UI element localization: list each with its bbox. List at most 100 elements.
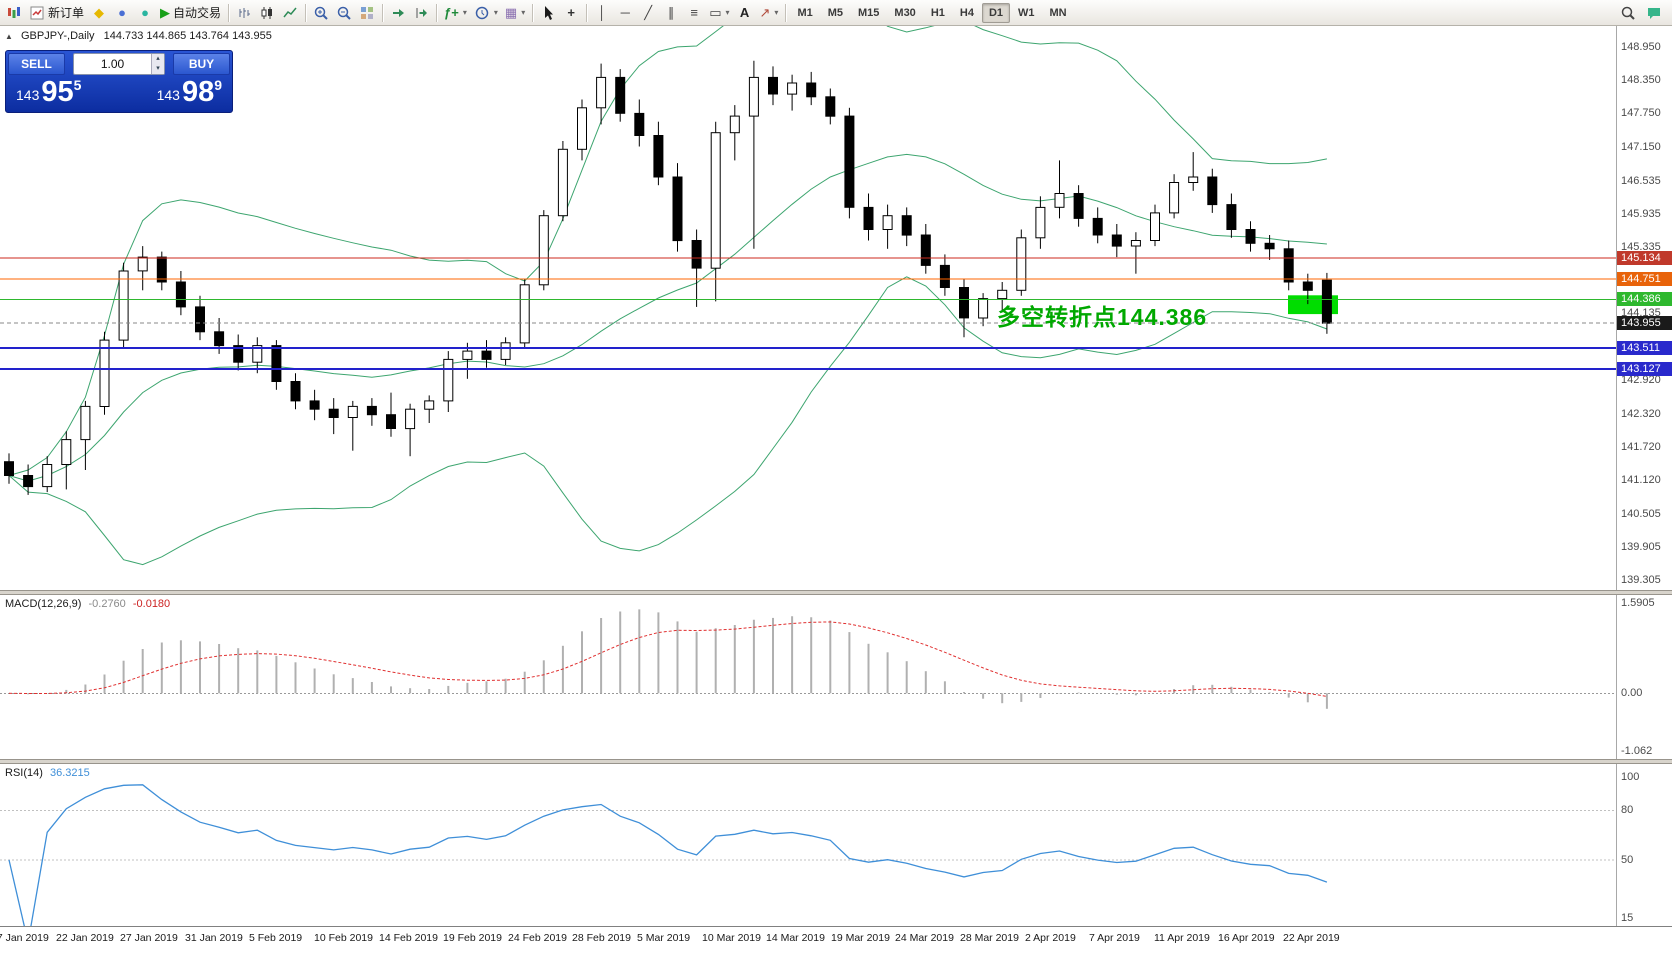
metaeditor-icon: ◆ (94, 5, 105, 20)
channel-button[interactable]: ∥ (660, 2, 682, 24)
arrows-button[interactable]: ↗ ▾ (757, 2, 782, 24)
autotrading-button[interactable]: ▶ 自动交易 (157, 2, 224, 24)
new-order-button[interactable]: 新订单 (26, 2, 87, 24)
price-tick: 147.750 (1621, 107, 1661, 119)
rsi-tick: 15 (1621, 912, 1634, 924)
volume-field[interactable]: 1.00 ▴ ▾ (73, 53, 165, 75)
time-axis[interactable]: 17 Jan 2019 22 Jan 2019 27 Jan 2019 31 Jan … (0, 926, 1672, 953)
cursor-button[interactable] (537, 2, 559, 24)
new-order-icon (29, 5, 45, 21)
buy-price[interactable]: 143 98 9 (157, 77, 222, 107)
toolbar-separator (382, 3, 384, 22)
templates-button[interactable]: ▦ ▾ (502, 2, 528, 24)
macd-axis[interactable]: 1.5905 0.00 -1.062 (1616, 595, 1672, 759)
autotrading-icon: ▶ (160, 5, 171, 20)
indicators-icon: ƒ+ (444, 5, 459, 20)
metaeditor-button[interactable]: ◆ (88, 2, 110, 24)
market-icon: ● (141, 5, 149, 20)
new-chart-button[interactable] (3, 2, 25, 24)
auto-scroll-button[interactable] (387, 2, 409, 24)
price-tag: 143.127 (1617, 362, 1672, 376)
date-label: 28 Feb 2019 (572, 932, 631, 944)
price-tick: 141.120 (1621, 474, 1661, 486)
panel-divider[interactable] (0, 590, 1672, 595)
timeframe-d1-button[interactable]: D1 (981, 2, 1010, 23)
timeframe-m1-button[interactable]: M1 (797, 6, 813, 19)
vertical-line-button[interactable]: │ (591, 2, 613, 24)
templates-icon: ▦ (504, 5, 518, 20)
timeframe-m5-button[interactable]: M5 (827, 6, 843, 19)
zoom-out-button[interactable] (333, 2, 355, 24)
chevron-down-icon: ▾ (774, 8, 779, 17)
community-icon: ● (118, 5, 126, 20)
sell-price-big: 95 (41, 76, 74, 108)
macd-canvas[interactable] (0, 595, 1616, 759)
candlestick-chart-icon (259, 5, 275, 21)
chevron-down-icon: ▾ (493, 8, 498, 17)
line-chart-button[interactable] (279, 2, 301, 24)
date-label: 14 Mar 2019 (766, 932, 825, 944)
rsi-canvas[interactable] (0, 764, 1616, 926)
chart-shift-button[interactable] (410, 2, 432, 24)
text-icon: A (739, 5, 750, 20)
date-label: 5 Mar 2019 (637, 932, 691, 944)
date-label: 2 Apr 2019 (1025, 932, 1076, 944)
buy-price-pip: 9 (214, 77, 222, 93)
market-button[interactable]: ● (134, 2, 156, 24)
main-toolbar: 新订单 ◆ ● ● ▶ 自动交易 ƒ+ ▾ ▾ ▦ ▾ + │ ─ ╱ ∥ ≡ ▭ ▾… (0, 0, 1672, 26)
sell-button[interactable]: SELL (8, 53, 65, 75)
shapes-button[interactable]: ▭ ▾ (706, 2, 732, 24)
price-tag: 143.511 (1617, 341, 1672, 355)
date-label: 22 Apr 2019 (1283, 932, 1340, 944)
timeframe-h4-button[interactable]: H4 (959, 6, 974, 19)
tile-windows-button[interactable] (356, 2, 378, 24)
fibonacci-icon: ≡ (690, 5, 698, 20)
new-order-label: 新订单 (48, 6, 85, 20)
chart-title: ▲ GBPJPY-,Daily 144.733 144.865 143.764 … (5, 30, 272, 42)
rsi-axis[interactable]: 100 80 50 15 (1616, 764, 1672, 926)
bar-chart-button[interactable] (233, 2, 255, 24)
candlestick-chart-button[interactable] (256, 2, 278, 24)
horizontal-line-button[interactable]: ─ (614, 2, 636, 24)
volume-decrease-button[interactable]: ▾ (152, 64, 164, 74)
line-chart-icon (282, 5, 298, 21)
toolbar-separator (228, 3, 230, 22)
panel-divider[interactable] (0, 759, 1672, 764)
one-click-collapse-icon[interactable]: ▲ (5, 32, 13, 41)
crosshair-button[interactable]: + (560, 2, 582, 24)
main-chart-canvas[interactable] (0, 26, 1616, 590)
sell-price[interactable]: 143 95 5 (16, 77, 81, 107)
date-label: 19 Feb 2019 (443, 932, 502, 944)
price-tick: 142.320 (1621, 408, 1661, 420)
indicators-button[interactable]: ƒ+ ▾ (441, 2, 470, 24)
community-button[interactable]: ● (111, 2, 133, 24)
timeframe-m15-button[interactable]: M15 (858, 6, 880, 19)
periods-button[interactable]: ▾ (471, 2, 501, 24)
text-button[interactable]: A (734, 2, 756, 24)
date-label: 5 Feb 2019 (249, 932, 303, 944)
timeframe-h1-button[interactable]: H1 (930, 6, 945, 19)
price-tick: 146.535 (1621, 175, 1661, 187)
chat-button[interactable] (1643, 2, 1665, 24)
timeframe-w1-button[interactable]: W1 (1018, 6, 1035, 19)
rsi-name: RSI(14) (5, 767, 43, 779)
volume-increase-button[interactable]: ▴ (152, 54, 164, 64)
buy-price-prefix: 143 (156, 87, 180, 103)
buy-price-big: 98 (181, 76, 215, 108)
search-button[interactable] (1617, 2, 1639, 24)
pivot-annotation[interactable]: 多空转折点144.386 (997, 304, 1208, 330)
zoom-in-button[interactable] (310, 2, 332, 24)
zoom-out-icon (336, 5, 352, 21)
zoom-in-icon (313, 5, 329, 21)
auto-scroll-icon (390, 5, 406, 21)
bar-chart-icon (236, 5, 252, 21)
volume-value[interactable]: 1.00 (100, 57, 125, 71)
price-axis[interactable]: 148.950 148.350 147.750 147.150 146.535 145.9… (1616, 26, 1672, 590)
fibonacci-button[interactable]: ≡ (683, 2, 705, 24)
timeframe-mn-button[interactable]: MN (1049, 6, 1067, 19)
rsi-value: 36.3215 (49, 767, 90, 779)
buy-button[interactable]: BUY (173, 53, 230, 75)
timeframe-m30-button[interactable]: M30 (894, 6, 916, 19)
cursor-icon (540, 5, 556, 21)
trendline-button[interactable]: ╱ (637, 2, 659, 24)
